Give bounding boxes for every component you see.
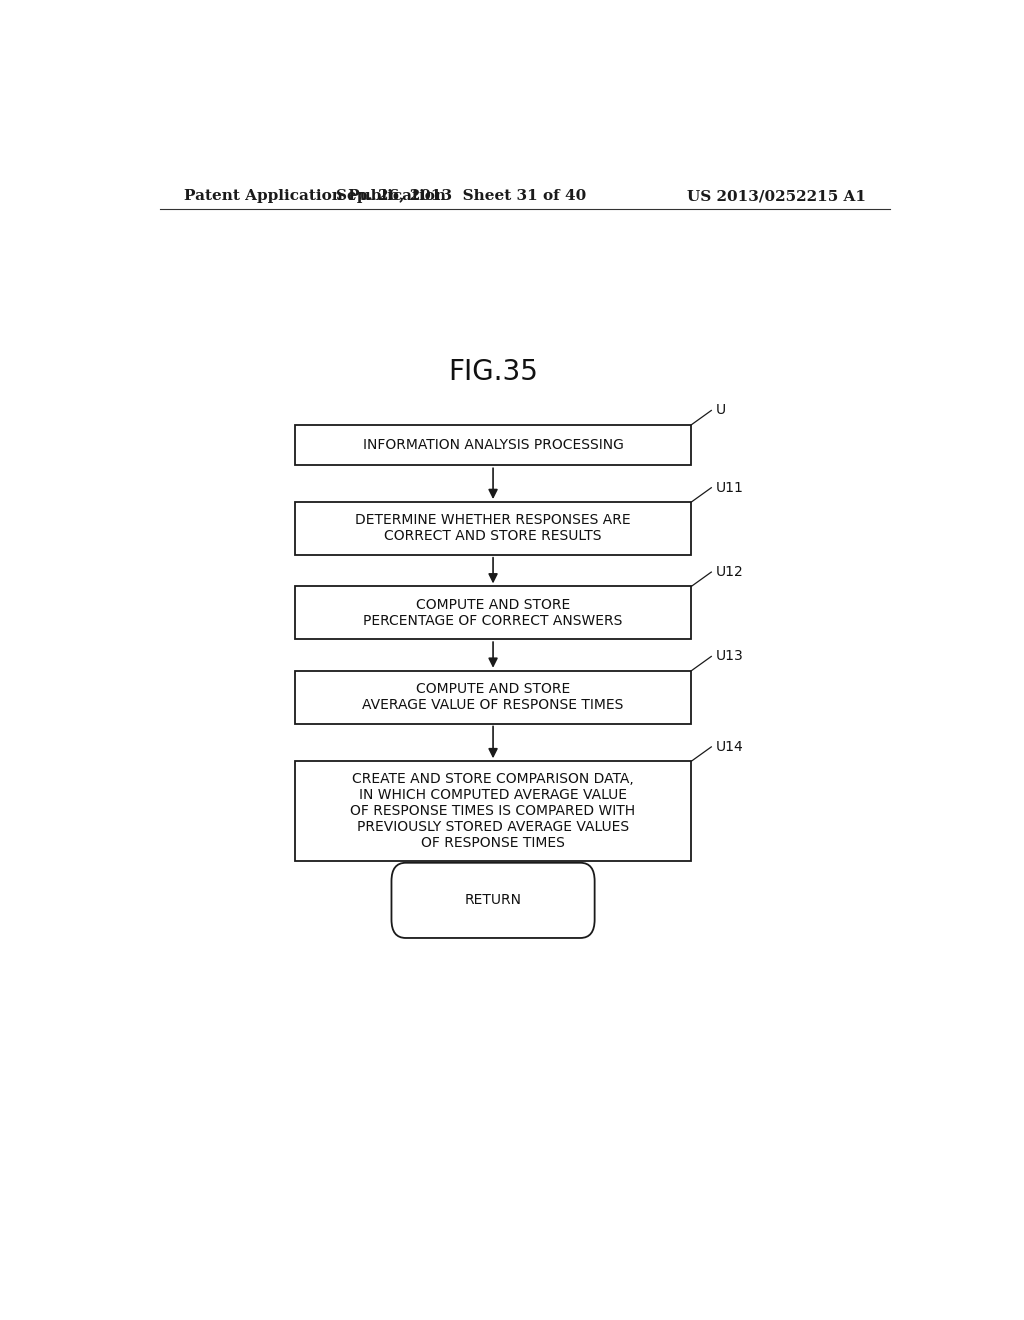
Text: Sep. 26, 2013  Sheet 31 of 40: Sep. 26, 2013 Sheet 31 of 40 xyxy=(336,189,587,203)
Text: US 2013/0252215 A1: US 2013/0252215 A1 xyxy=(687,189,866,203)
FancyBboxPatch shape xyxy=(295,586,691,639)
Text: Patent Application Publication: Patent Application Publication xyxy=(183,189,445,203)
Text: INFORMATION ANALYSIS PROCESSING: INFORMATION ANALYSIS PROCESSING xyxy=(362,438,624,451)
Text: U13: U13 xyxy=(715,649,743,664)
FancyBboxPatch shape xyxy=(295,762,691,861)
Text: FIG.35: FIG.35 xyxy=(449,358,538,385)
Text: COMPUTE AND STORE
PERCENTAGE OF CORRECT ANSWERS: COMPUTE AND STORE PERCENTAGE OF CORRECT … xyxy=(364,598,623,628)
Text: U: U xyxy=(715,404,725,417)
Text: U14: U14 xyxy=(715,741,743,754)
Text: COMPUTE AND STORE
AVERAGE VALUE OF RESPONSE TIMES: COMPUTE AND STORE AVERAGE VALUE OF RESPO… xyxy=(362,682,624,713)
Text: U11: U11 xyxy=(715,480,743,495)
Text: CREATE AND STORE COMPARISON DATA,
IN WHICH COMPUTED AVERAGE VALUE
OF RESPONSE TI: CREATE AND STORE COMPARISON DATA, IN WHI… xyxy=(350,771,636,850)
Text: DETERMINE WHETHER RESPONSES ARE
CORRECT AND STORE RESULTS: DETERMINE WHETHER RESPONSES ARE CORRECT … xyxy=(355,513,631,544)
FancyBboxPatch shape xyxy=(295,425,691,466)
FancyBboxPatch shape xyxy=(295,502,691,554)
Text: U12: U12 xyxy=(715,565,743,579)
FancyBboxPatch shape xyxy=(391,863,595,939)
Text: RETURN: RETURN xyxy=(465,894,521,907)
FancyBboxPatch shape xyxy=(295,671,691,723)
